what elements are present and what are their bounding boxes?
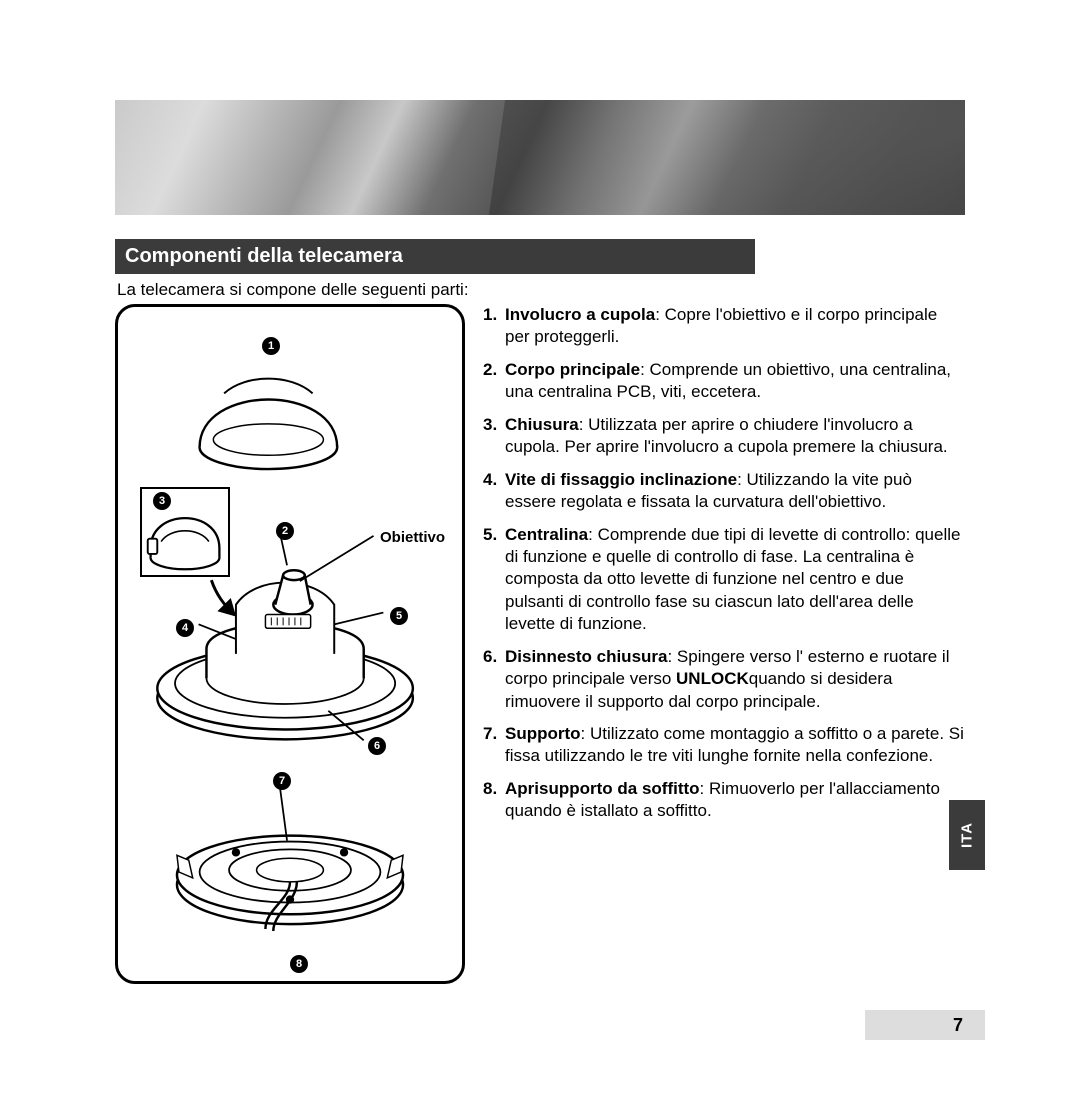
page-number: 7 [865,1010,985,1040]
header-photo [115,100,965,215]
callout-1: 1 [262,337,280,355]
part-item: 2. Corpo principale: Comprende un obiett… [483,359,965,404]
part-num: 1. [483,304,497,326]
part-num: 2. [483,359,497,381]
callout-6: 6 [368,737,386,755]
part-term: Aprisupporto da soffitto [505,779,700,798]
part-term: Corpo principale [505,360,640,379]
exploded-diagram: 1 3 2 5 4 6 7 8 Obiettivo [115,304,465,984]
diagram-column: 1 3 2 5 4 6 7 8 Obiettivo [115,304,465,984]
part-term: Disinnesto chiusura [505,647,667,666]
intro-text: La telecamera si compone delle seguenti … [115,280,965,300]
part-item: 1. Involucro a cupola: Copre l'obiettivo… [483,304,965,349]
part-num: 6. [483,646,497,668]
content-row: 1 3 2 5 4 6 7 8 Obiettivo 1. Involucro a… [115,304,965,984]
language-tab: ITA [949,800,985,870]
part-bold-mid: UNLOCK [676,669,749,688]
part-term: Centralina [505,525,588,544]
part-item: 7. Supporto: Utilizzato come montaggio a… [483,723,965,768]
section-title: Componenti della telecamera [115,239,755,274]
part-num: 8. [483,778,497,800]
callout-4: 4 [176,619,194,637]
part-item: 3. Chiusura: Utilizzata per aprire o chi… [483,414,965,459]
part-term: Involucro a cupola [505,305,655,324]
part-num: 5. [483,524,497,546]
callout-2: 2 [276,522,294,540]
lens-label: Obiettivo [380,529,445,546]
part-term: Chiusura [505,415,579,434]
callout-8: 8 [290,955,308,973]
part-item: 8. Aprisupporto da soffitto: Rimuoverlo … [483,778,965,823]
part-num: 4. [483,469,497,491]
part-item: 4. Vite di fissaggio inclinazione: Utili… [483,469,965,514]
callout-7: 7 [273,772,291,790]
part-num: 3. [483,414,497,436]
diagram-svg [118,307,462,981]
part-num: 7. [483,723,497,745]
callout-3: 3 [153,492,171,510]
part-item: 6. Disinnesto chiusura: Spingere verso l… [483,646,965,713]
part-term: Vite di fissaggio inclinazione [505,470,737,489]
part-item: 5. Centralina: Comprende due tipi di lev… [483,524,965,636]
callout-5: 5 [390,607,408,625]
part-term: Supporto [505,724,581,743]
parts-list: 1. Involucro a cupola: Copre l'obiettivo… [483,304,965,984]
page: Componenti della telecamera La telecamer… [115,100,965,984]
